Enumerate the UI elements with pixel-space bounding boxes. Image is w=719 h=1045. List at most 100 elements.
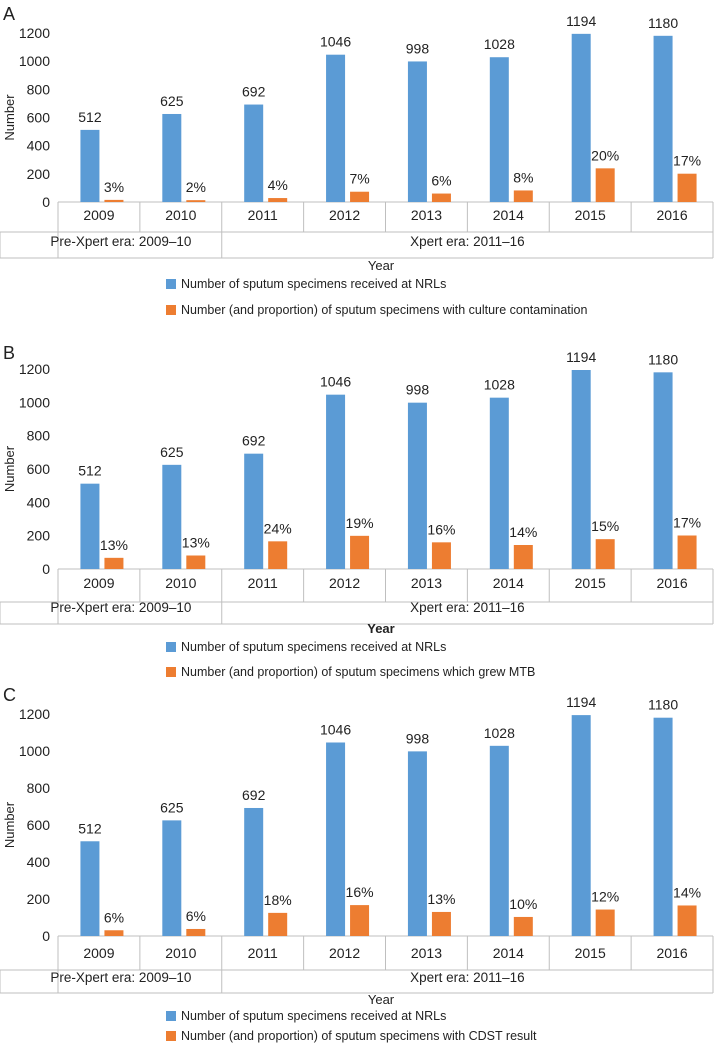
bar-subset [513,916,533,936]
y-tick-label: 1000 [19,394,50,410]
x-tick-label: 2009 [83,575,114,591]
x-group-label: Xpert era: 2011–16 [410,234,525,249]
x-tick-label: 2016 [656,207,687,223]
x-group-label: Pre-Xpert era: 2009–10 [50,234,191,249]
y-axis-title: Number [2,94,17,141]
data-label-subset: 17% [673,515,701,531]
data-label-subset: 7% [349,171,369,187]
data-label-received: 1046 [320,721,351,737]
panel-letter: C [3,685,16,705]
bar-received [653,35,673,202]
data-label-subset: 3% [104,179,124,195]
bar-subset [186,555,206,569]
bar-received [162,464,182,569]
x-tick-label: 2012 [329,945,360,961]
data-label-subset: 13% [427,891,455,907]
x-axis-title: Year [368,992,395,1007]
data-label-received: 692 [242,433,266,449]
bar-received [571,370,591,569]
data-label-subset: 19% [346,515,374,531]
bar-received [407,751,427,936]
x-tick-label: 2015 [575,575,606,591]
x-tick-label: 2013 [411,207,442,223]
data-label-subset: 15% [591,518,619,534]
bar-received [489,397,509,569]
bar-received [326,54,346,203]
y-tick-label: 1200 [19,25,50,41]
data-label-subset: 12% [591,889,619,905]
data-label-subset: 2% [186,179,206,195]
legend-swatch [166,279,176,289]
bar-received [653,372,673,569]
y-tick-label: 0 [42,561,50,577]
data-label-received: 1194 [566,694,596,710]
x-tick-label: 2010 [165,945,196,961]
chart-c-svg: C 0 200 400 600 800 1000 1200 Number 512 6% 2009 625… [0,685,714,1043]
panel-letter: A [3,4,15,24]
data-label-received: 998 [406,40,430,56]
data-label-received: 1180 [648,15,678,31]
y-tick-label: 1000 [19,743,50,759]
chart-b-svg: B 0 200 400 600 800 1000 1200 Number 512 13% 2009 62… [0,343,714,679]
data-label-received: 1194 [566,349,596,365]
data-label-received: 1194 [566,13,596,29]
data-label-received: 1028 [484,725,515,741]
x-tick-label: 2016 [656,575,687,591]
bar-received [80,483,100,569]
y-tick-label: 600 [27,110,51,126]
bar-subset [431,542,451,569]
x-tick-label: 2010 [165,575,196,591]
chart-panel-a: A 0 200 400 600 800 1000 1200 Number 512 3% 2009 625… [0,0,719,340]
bar-received [326,394,346,569]
y-axis-title: Number [2,445,17,492]
bar-received [489,57,509,203]
legend-swatch [166,642,176,652]
bar-subset [350,905,370,936]
x-tick-label: 2013 [411,945,442,961]
x-tick-label: 2011 [248,945,278,961]
bar-subset [677,905,697,936]
bar-subset [431,911,451,936]
y-tick-label: 600 [27,461,51,477]
bar-received [80,129,100,202]
chart-panel-c: C 0 200 400 600 800 1000 1200 Number 512 6% 2009 625… [0,682,719,1045]
legend-swatch [166,305,176,315]
data-label-received: 692 [242,787,266,803]
data-label-received: 692 [242,84,266,100]
bar-received [244,453,264,569]
y-tick-label: 200 [27,528,51,544]
y-tick-label: 200 [27,166,51,182]
data-label-subset: 18% [264,892,292,908]
y-tick-label: 800 [27,428,51,444]
y-tick-label: 0 [42,194,50,210]
y-tick-label: 800 [27,780,51,796]
legend-label: Number of sputum specimens received at N… [181,277,446,291]
bar-subset [513,190,533,202]
data-label-subset: 16% [346,884,374,900]
bar-subset [431,193,451,202]
y-tick-label: 400 [27,854,51,870]
data-label-received: 1180 [648,351,678,367]
x-tick-label: 2015 [575,945,606,961]
y-tick-label: 600 [27,817,51,833]
data-label-subset: 14% [673,884,701,900]
data-label-received: 998 [406,730,430,746]
x-group-label: Pre-Xpert era: 2009–10 [50,970,191,985]
bar-subset [595,168,615,202]
bar-received [244,807,264,936]
legend-label: Number (and proportion) of sputum specim… [181,1029,537,1043]
data-label-received: 998 [406,382,430,398]
x-tick-label: 2011 [248,207,278,223]
data-label-subset: 13% [100,537,128,553]
bar-received [571,715,591,936]
y-tick-label: 400 [27,138,51,154]
legend-label: Number of sputum specimens received at N… [181,640,446,654]
bar-received [244,104,264,202]
x-tick-label: 2012 [329,575,360,591]
chart-panel-b: B 0 200 400 600 800 1000 1200 Number 512 13% 2009 62… [0,340,719,682]
bar-subset [104,199,124,202]
bar-subset [186,200,206,202]
bar-subset [104,930,124,936]
bar-received [162,113,182,202]
x-tick-label: 2014 [493,945,524,961]
